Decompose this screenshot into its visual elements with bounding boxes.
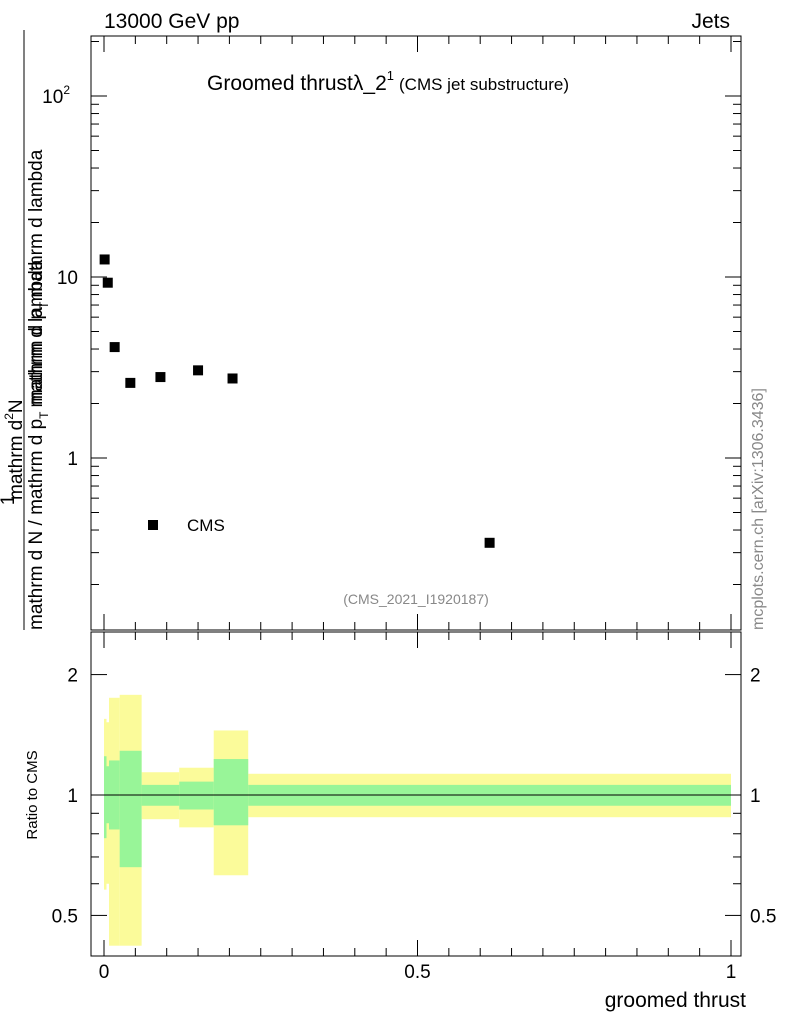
x-tick-label: 0.5 bbox=[404, 962, 430, 983]
ratio-y-ticks: 0.5 0.5 1 1 2 2 bbox=[52, 666, 777, 928]
data-point bbox=[125, 377, 136, 388]
data-point bbox=[99, 254, 110, 265]
analysis-ref-label: (CMS_2021_I1920187) bbox=[343, 591, 489, 607]
ylabel-numerator-sub: mathrm d pTmathrm d lambda bbox=[26, 149, 51, 405]
ratio-y-tick-label: 2 bbox=[67, 666, 78, 687]
x-tick-label: 1 bbox=[726, 962, 737, 983]
main-data-points bbox=[99, 254, 495, 548]
ratio-y-tick-label-right: 0.5 bbox=[750, 906, 776, 927]
ratio-y-label: Ratio to CMS bbox=[24, 750, 41, 839]
legend-label: CMS bbox=[187, 516, 225, 535]
main-title-sub: (CMS jet substructure) bbox=[399, 75, 569, 94]
ratio-inner-band bbox=[213, 759, 249, 826]
data-point bbox=[109, 342, 120, 353]
ratio-y-tick-label: 0.5 bbox=[52, 906, 78, 927]
data-point bbox=[193, 365, 204, 376]
main-title-sup: 1 bbox=[387, 68, 394, 83]
data-point bbox=[227, 373, 238, 384]
main-y-label: mathrm d2N mathrm d pTmathrm d lambda 1 … bbox=[0, 30, 51, 630]
header-jets-label: Jets bbox=[691, 10, 730, 33]
watermark-label: mcplots.cern.ch [arXiv:1306.3436] bbox=[750, 388, 767, 630]
ylabel-denominator: mathrm d N / mathrm d pTmathrm d lambda bbox=[26, 259, 51, 630]
legend-marker bbox=[148, 520, 158, 530]
main-y-ticks: 1 10 102 bbox=[42, 41, 741, 586]
ratio-plot-frame bbox=[90, 631, 742, 957]
ratio-x-ticks: 0 0.5 1 bbox=[99, 632, 737, 983]
main-title-symbol: λ_2 bbox=[353, 72, 387, 95]
ratio-uncertainty-bands bbox=[104, 694, 731, 946]
data-point bbox=[484, 537, 495, 548]
main-y-tick-label: 1 bbox=[67, 449, 78, 470]
ratio-inner-band bbox=[104, 756, 107, 839]
ylabel-one: 1 bbox=[0, 495, 19, 506]
ratio-y-tick-label: 1 bbox=[67, 786, 78, 807]
ratio-inner-band bbox=[179, 781, 214, 810]
x-axis-label: groomed thrust bbox=[605, 989, 746, 1012]
main-title: Groomed thrustλ_21 (CMS jet substructure) bbox=[207, 68, 569, 95]
header-energy-label: 13000 GeV pp bbox=[104, 10, 239, 33]
ratio-panel: 0.5 0.51 12 2 0 0.5 1 Ratio to CMS groomed th… bbox=[24, 631, 777, 1012]
data-point bbox=[155, 372, 166, 383]
main-title-text: Groomed thrust bbox=[207, 72, 353, 95]
main-plot-frame bbox=[90, 35, 742, 631]
ylabel-numerator: mathrm d2N bbox=[2, 399, 27, 500]
main-panel: Groomed thrustλ_21 (CMS jet substructure)… bbox=[0, 30, 742, 631]
main-y-tick-label: 102 bbox=[42, 83, 70, 108]
main-x-ticks bbox=[103, 36, 732, 630]
ratio-y-tick-label-right: 1 bbox=[750, 786, 761, 807]
x-tick-label: 0 bbox=[99, 962, 110, 983]
main-y-tick-label: 10 bbox=[57, 268, 78, 289]
ratio-y-tick-label-right: 2 bbox=[750, 666, 761, 687]
ratio-inner-band bbox=[119, 750, 142, 868]
data-point bbox=[102, 277, 113, 288]
